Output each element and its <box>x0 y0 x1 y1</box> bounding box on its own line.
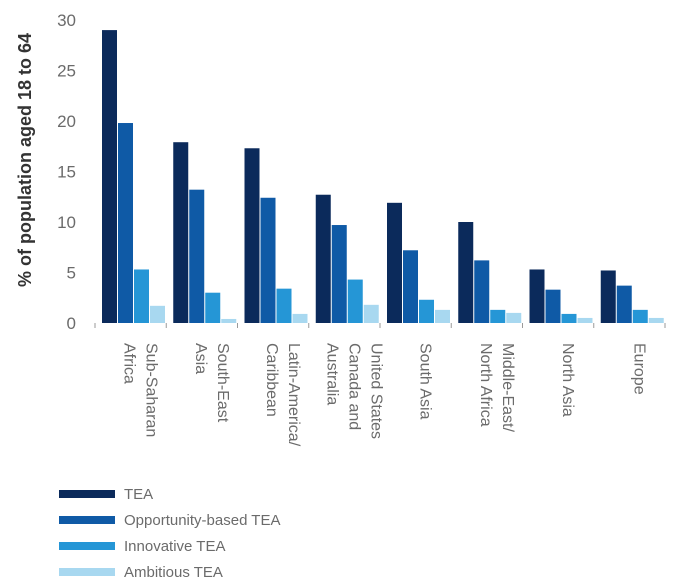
legend-swatch <box>59 516 115 524</box>
y-tick-label: 15 <box>57 163 76 182</box>
bar <box>276 288 292 323</box>
bar <box>118 123 133 324</box>
bar <box>474 260 490 323</box>
bar <box>458 222 474 323</box>
y-tick-label: 30 <box>57 11 76 30</box>
category-label: South Asia <box>417 343 434 420</box>
category-label: Caribbean <box>263 343 280 417</box>
bar <box>577 317 593 323</box>
legend-label: Ambitious TEA <box>124 564 223 581</box>
bar <box>347 279 363 323</box>
bar <box>648 317 664 323</box>
legend-label: Innovative TEA <box>124 538 225 555</box>
bar <box>173 142 189 323</box>
category-label: North Asia <box>559 343 576 417</box>
bar <box>632 309 648 323</box>
category-label: Canada and <box>345 343 362 430</box>
category-label: Latin-America/ <box>285 343 302 447</box>
bar <box>529 269 545 323</box>
category-labels: Sub-Saharan Africa South-East Asia Latin-Ame… <box>121 343 648 447</box>
bar <box>150 305 165 323</box>
category-label: Europe <box>630 343 647 395</box>
bar <box>205 292 221 323</box>
bar <box>244 148 260 323</box>
bar <box>435 309 450 323</box>
category-label: North Africa <box>477 343 494 427</box>
category-label: United States <box>367 343 384 439</box>
bar <box>419 299 434 323</box>
legend: TEA Opportunity-based TEA Innovative TEA Am… <box>59 486 280 581</box>
bar <box>331 225 347 323</box>
bar <box>189 189 205 323</box>
category-label: South-East <box>214 343 231 423</box>
category-label: Sub-Saharan <box>143 343 160 437</box>
bar <box>616 285 632 323</box>
bar <box>561 313 577 323</box>
bars <box>102 30 664 324</box>
y-tick-label: 0 <box>67 314 76 333</box>
bar <box>260 197 276 323</box>
legend-label: TEA <box>124 486 153 503</box>
bar <box>490 309 506 323</box>
bar <box>600 270 616 323</box>
y-tick-label: 5 <box>67 264 76 283</box>
category-label: Australia <box>323 343 340 405</box>
category-label: Asia <box>192 343 209 374</box>
bar <box>102 30 117 323</box>
bar <box>506 312 522 323</box>
bar <box>292 313 308 323</box>
y-tick-label: 10 <box>57 213 76 232</box>
legend-label: Opportunity-based TEA <box>124 512 280 529</box>
bar <box>387 202 402 323</box>
y-axis-ticks: 0 5 10 15 20 25 30 <box>57 11 76 333</box>
category-separators <box>94 323 666 328</box>
y-tick-label: 20 <box>57 112 76 131</box>
bar <box>315 194 331 323</box>
y-axis-title: % of population aged 18 to 64 <box>15 33 35 287</box>
bar <box>221 318 237 323</box>
legend-swatch <box>59 490 115 498</box>
legend-swatch <box>59 568 115 576</box>
y-tick-label: 25 <box>57 62 76 81</box>
bar <box>363 304 379 323</box>
bar <box>403 250 418 323</box>
bar <box>545 289 561 323</box>
legend-swatch <box>59 542 115 550</box>
bar <box>134 269 149 323</box>
category-label: Middle-East/ <box>499 343 516 432</box>
category-label: Africa <box>121 343 138 384</box>
